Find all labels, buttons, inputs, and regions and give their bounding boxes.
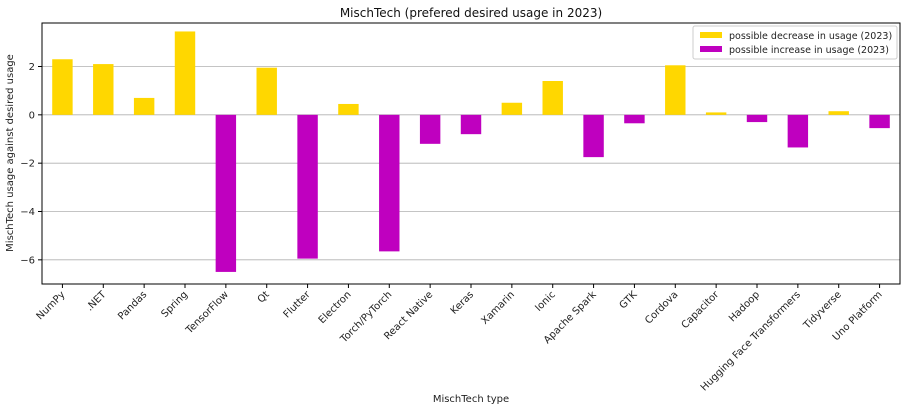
bar-increase-17 xyxy=(746,114,768,123)
bar-increase-6 xyxy=(297,114,318,259)
x-tick-label: Spring xyxy=(160,289,191,320)
y-tick-label: 2 xyxy=(29,62,35,73)
x-tick-label: Tidyverse xyxy=(801,289,844,332)
bar-increase-20 xyxy=(869,114,890,129)
x-tick-label: Hadoop xyxy=(727,289,762,324)
bar-decrease-0 xyxy=(52,59,73,115)
x-tick-label: GTK xyxy=(618,289,640,311)
bar-increase-13 xyxy=(583,114,604,158)
plot-frame xyxy=(41,22,901,285)
legend-box xyxy=(692,25,898,60)
legend-label-decrease: possible decrease in usage (2023) xyxy=(729,31,892,42)
y-tick-label: −2 xyxy=(20,159,35,170)
legend-swatch-decrease xyxy=(700,32,722,38)
bar-decrease-7 xyxy=(338,103,359,115)
y-tick-label: −4 xyxy=(20,207,35,218)
bar-decrease-15 xyxy=(665,65,686,115)
bar-increase-18 xyxy=(787,114,809,148)
bar-increase-4 xyxy=(215,114,237,272)
x-tick-label: TensorFlow xyxy=(183,289,230,336)
bar-increase-8 xyxy=(379,114,400,252)
bars xyxy=(52,31,890,272)
x-tick-label: Ionic xyxy=(533,289,558,314)
x-tick-label: Electron xyxy=(317,289,354,326)
bar-increase-10 xyxy=(460,114,482,135)
x-tick-label: .NET xyxy=(84,289,109,314)
x-tick-label: Flutter xyxy=(282,289,314,321)
legend-swatch-increase xyxy=(700,46,722,52)
x-tick-label: Keras xyxy=(449,289,476,316)
x-tick-label: Qt xyxy=(256,289,272,305)
bar-decrease-16 xyxy=(705,112,727,115)
grid-lines xyxy=(42,66,900,261)
legend-label-increase: possible increase in usage (2023) xyxy=(729,45,889,56)
x-tick-label: Cordova xyxy=(643,289,680,326)
y-axis: −6 −4 −2 0 2 xyxy=(20,62,42,266)
bar-decrease-2 xyxy=(133,97,155,115)
x-tick-label: Capacitor xyxy=(680,289,722,331)
y-axis-title: MischTech usage against desired usage xyxy=(5,54,16,252)
x-tick-label: Xamarin xyxy=(479,289,517,327)
x-tick-label: Pandas xyxy=(116,289,149,322)
bar-increase-9 xyxy=(419,114,441,144)
bar-decrease-11 xyxy=(501,102,523,115)
y-tick-label: −6 xyxy=(20,255,35,266)
legend: possible decrease in usage (2023) possib… xyxy=(692,25,898,60)
x-axis-title: MischTech type xyxy=(433,394,509,405)
bar-decrease-5 xyxy=(256,67,277,115)
chart-title: MischTech (prefered desired usage in 202… xyxy=(340,6,602,20)
x-tick-label: NumPy xyxy=(35,289,68,322)
bar-decrease-12 xyxy=(542,81,563,115)
bar-decrease-1 xyxy=(93,64,114,115)
y-tick-label: 0 xyxy=(29,110,35,121)
bar-decrease-19 xyxy=(828,111,849,115)
bar-decrease-3 xyxy=(174,31,196,115)
bar-increase-14 xyxy=(624,114,645,124)
